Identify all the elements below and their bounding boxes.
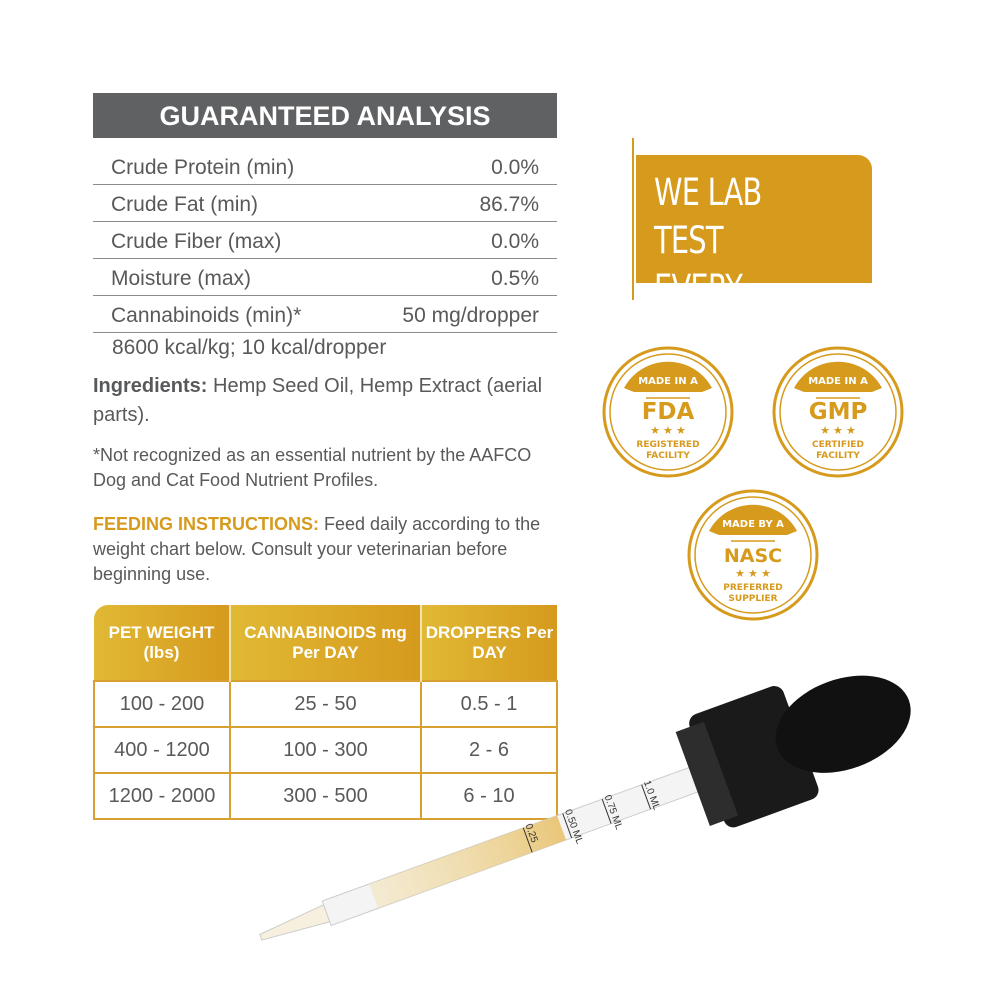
analysis-row: Crude Fat (min) 86.7% [93, 186, 557, 222]
guaranteed-analysis-title: GUARANTEED ANALYSIS [93, 93, 557, 138]
badge-bottom-text: PREFERRED SUPPLIER [723, 583, 782, 604]
star-icon: ★ ★ ★ [650, 425, 686, 437]
analysis-label: Crude Fat (min) [111, 193, 259, 216]
badge-fda: MADE IN A FDA ★ ★ ★ REGISTERED FACILITY [602, 346, 734, 478]
analysis-value: 50 mg/dropper [402, 304, 539, 327]
badge-bottom-line: PREFERRED [723, 583, 782, 593]
badge-bottom-text: REGISTERED FACILITY [636, 440, 699, 461]
table-row: 400 - 1200 100 - 300 2 - 6 [93, 726, 558, 774]
analysis-row: Crude Fiber (max) 0.0% [93, 223, 557, 259]
badge-bottom-line-2: FACILITY [646, 451, 690, 461]
table-cell: 25 - 50 [229, 680, 422, 728]
table-cell: 2 - 6 [420, 726, 558, 774]
header-droppers: DROPPERS Per DAY [421, 605, 557, 681]
table-cell: 0.5 - 1 [420, 680, 558, 728]
kcal-text: 8600 kcal/kg; 10 kcal/dropper [112, 336, 387, 359]
badge-bottom-line: REGISTERED [636, 440, 699, 450]
table-cell: 400 - 1200 [93, 726, 231, 774]
footnote: *Not recognized as an essential nutrient… [93, 445, 532, 490]
star-icon: ★ ★ ★ [820, 425, 856, 437]
analysis-label: Crude Fiber (max) [111, 230, 282, 253]
badge-top-text: MADE IN A [808, 376, 868, 387]
badge-center-text: NASC [724, 545, 782, 567]
badge-gmp: MADE IN A GMP ★ ★ ★ CERTIFIED FACILITY [772, 346, 904, 478]
feeding-text: Feed daily according to the weight chart… [93, 514, 541, 584]
analysis-label: Crude Protein (min) [111, 156, 295, 179]
feeding-label: FEEDING INSTRUCTIONS: [93, 514, 320, 534]
table-row: 100 - 200 25 - 50 0.5 - 1 [93, 680, 558, 728]
analysis-row: Crude Protein (min) 0.0% [93, 149, 557, 185]
table-cell: 6 - 10 [420, 772, 558, 820]
analysis-label: Cannabinoids (min)* [111, 304, 302, 327]
badge-center-text: GMP [809, 399, 868, 425]
badge-bottom-text: CERTIFIED FACILITY [812, 440, 864, 461]
table-cell: 300 - 500 [229, 772, 422, 820]
analysis-row: Cannabinoids (min)* 50 mg/dropper [93, 297, 557, 333]
analysis-value: 0.5% [491, 267, 539, 290]
badge-bottom-line-2: FACILITY [816, 451, 860, 461]
ingredients-label: Ingredients: [93, 375, 208, 397]
lab-test-banner: WE LAB TEST EVERY BATCH. [636, 155, 872, 358]
badge-nasc: MADE BY A NASC ★ ★ ★ PREFERRED SUPPLIER [687, 489, 819, 621]
header-cannabinoids: CANNABINOIDS mg Per DAY [230, 605, 422, 681]
badge-top-text: MADE IN A [638, 376, 698, 387]
dosage-table: PET WEIGHT (lbs) CANNABINOIDS mg Per DAY… [93, 605, 558, 820]
table-cell: 100 - 200 [93, 680, 231, 728]
ingredients: Ingredients: Hemp Seed Oil, Hemp Extract… [93, 372, 563, 430]
badge-top-text: MADE BY A [722, 519, 784, 530]
dropper-image: 1.0 ML0.75 ML0.50 ML0.25 [259, 675, 911, 941]
analysis-row: Moisture (max) 0.5% [93, 260, 557, 296]
ingredients-text: Hemp Seed Oil, Hemp Extract (aerial part… [93, 375, 543, 426]
lab-line-1: WE LAB TEST [654, 171, 762, 262]
table-cell: 100 - 300 [229, 726, 422, 774]
analysis-value: 0.0% [491, 156, 539, 179]
badge-center-text: FDA [642, 399, 695, 425]
feeding-instructions: FEEDING INSTRUCTIONS: Feed daily accordi… [93, 512, 558, 587]
badge-bottom-line-2: SUPPLIER [728, 594, 777, 604]
star-icon: ★ ★ ★ [735, 568, 771, 580]
analysis-label: Moisture (max) [111, 267, 252, 290]
divider [632, 138, 634, 300]
header-pet-weight: PET WEIGHT (lbs) [94, 605, 231, 681]
badge-bottom-line: CERTIFIED [812, 440, 864, 450]
analysis-value: 86.7% [479, 193, 539, 216]
table-cell: 1200 - 2000 [93, 772, 231, 820]
analysis-value: 0.0% [491, 230, 539, 253]
table-row: 1200 - 2000 300 - 500 6 - 10 [93, 772, 558, 820]
lab-line-2: EVERY BATCH. [654, 267, 754, 358]
